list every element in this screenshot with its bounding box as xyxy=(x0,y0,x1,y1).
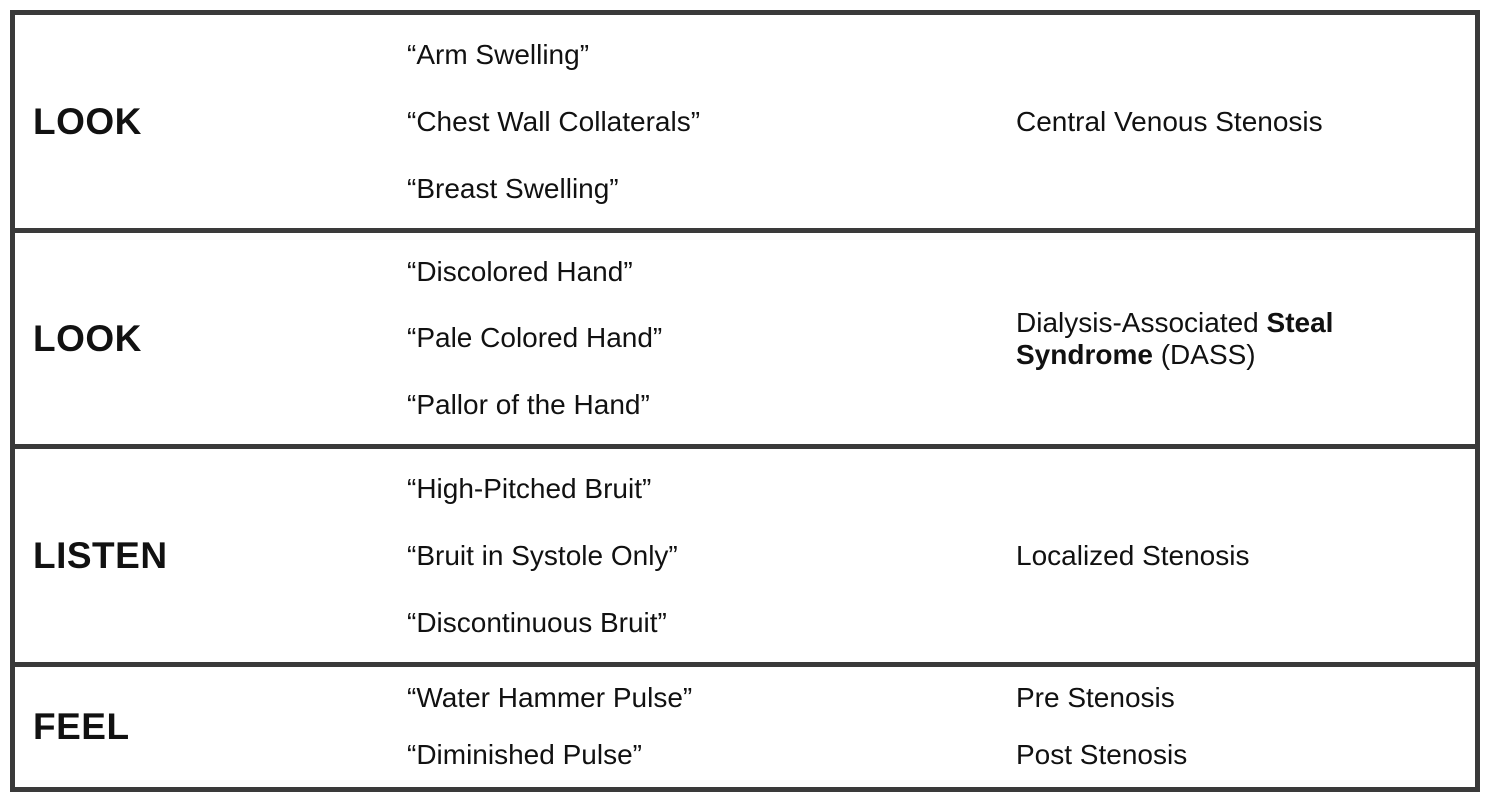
finding-item: “Diminished Pulse” xyxy=(407,738,642,770)
findings-list: “High-Pitched Bruit” “Bruit in Systole O… xyxy=(407,449,678,662)
findings-list: “Discolored Hand” “Pale Colored Hand” “P… xyxy=(407,233,662,444)
finding-item: “Breast Swelling” xyxy=(407,172,619,204)
exam-action-label: LISTEN xyxy=(33,534,168,576)
finding-item: “Bruit in Systole Only” xyxy=(407,539,678,571)
table-row: FEEL “Water Hammer Pulse” “Diminished Pu… xyxy=(15,662,1475,787)
diagnosis-bold-steal: Steal xyxy=(1266,306,1334,338)
diagnosis-text: Post Stenosis xyxy=(1016,738,1188,770)
exam-action-label: LOOK xyxy=(33,317,142,359)
diagnosis-text: Localized Stenosis xyxy=(1016,539,1250,571)
exam-action-label: FEEL xyxy=(33,706,130,747)
diagnosis-list: Pre Stenosis Post Stenosis xyxy=(1016,667,1187,787)
table-row: LISTEN “High-Pitched Bruit” “Bruit in Sy… xyxy=(15,444,1475,662)
diagnosis-prefix: Dialysis-Associated xyxy=(1016,306,1267,338)
finding-item: “Pale Colored Hand” xyxy=(407,322,663,354)
diagnosis-bold-syndrome: Syndrome xyxy=(1016,338,1153,370)
exam-findings-table: LOOK “Arm Swelling” “Chest Wall Collater… xyxy=(10,10,1480,792)
table-row: LOOK “Discolored Hand” “Pale Colored Han… xyxy=(15,228,1475,444)
finding-item: “Water Hammer Pulse” xyxy=(407,681,693,713)
finding-item: “High-Pitched Bruit” xyxy=(407,472,652,504)
diagnosis-text: Central Venous Stenosis xyxy=(1016,105,1323,137)
diagnosis-text: Pre Stenosis xyxy=(1016,681,1175,713)
finding-item: “Chest Wall Collaterals” xyxy=(407,105,701,137)
finding-item: “Discolored Hand” xyxy=(407,256,633,288)
finding-item: “Arm Swelling” xyxy=(407,38,590,70)
findings-list: “Arm Swelling” “Chest Wall Collaterals” … xyxy=(407,15,700,228)
diagnosis-text: Dialysis-Associated Steal Syndrome (DASS… xyxy=(1016,307,1333,371)
finding-item: “Pallor of the Hand” xyxy=(407,388,650,420)
findings-list: “Water Hammer Pulse” “Diminished Pulse” xyxy=(407,667,692,787)
diagnosis-suffix: (DASS) xyxy=(1152,338,1256,370)
table-row: LOOK “Arm Swelling” “Chest Wall Collater… xyxy=(15,15,1475,228)
finding-item: “Discontinuous Bruit” xyxy=(407,606,667,638)
exam-action-label: LOOK xyxy=(33,100,142,142)
